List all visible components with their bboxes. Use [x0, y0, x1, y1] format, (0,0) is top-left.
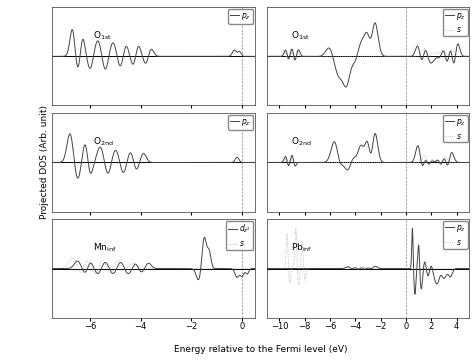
Legend: $p_z$: $p_z$ — [228, 9, 253, 23]
Legend: $p_z$: $p_z$ — [228, 115, 253, 130]
Y-axis label: Projected DOS (Arb. unit): Projected DOS (Arb. unit) — [40, 105, 49, 219]
Text: $\mathrm{O_{1st}}$: $\mathrm{O_{1st}}$ — [291, 30, 310, 42]
Text: $\mathrm{O_{2nd}}$: $\mathrm{O_{2nd}}$ — [92, 136, 113, 148]
Text: $\mathrm{Pb_{inf}}$: $\mathrm{Pb_{inf}}$ — [291, 242, 312, 255]
Text: $\mathrm{O_{2nd}}$: $\mathrm{O_{2nd}}$ — [291, 136, 312, 148]
Text: Energy relative to the Fermi level (eV): Energy relative to the Fermi level (eV) — [174, 345, 347, 354]
Text: $\mathrm{Mn_{inf}}$: $\mathrm{Mn_{inf}}$ — [92, 242, 117, 255]
Legend: $p_z$, $s$: $p_z$, $s$ — [443, 9, 468, 36]
Legend: $p_z$, $s$: $p_z$, $s$ — [443, 115, 468, 143]
Legend: $p_z$, $s$: $p_z$, $s$ — [443, 221, 468, 249]
Text: $\mathrm{O_{1st}}$: $\mathrm{O_{1st}}$ — [92, 30, 111, 42]
Legend: $d_{z^2}$, $s$: $d_{z^2}$, $s$ — [226, 221, 253, 250]
